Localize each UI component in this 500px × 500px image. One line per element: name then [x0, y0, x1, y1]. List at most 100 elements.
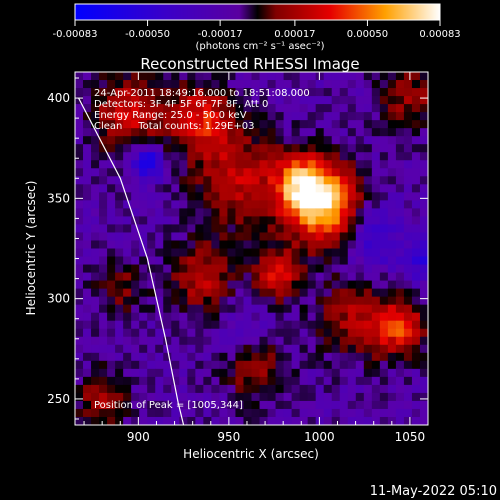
heatmap-cell [419, 152, 428, 161]
heatmap-cell [395, 120, 405, 129]
heatmap-cell [203, 136, 212, 145]
heatmap-cell [211, 384, 220, 394]
heatmap-cell [363, 408, 373, 418]
heatmap-cell [283, 240, 293, 249]
heatmap-cell [91, 272, 100, 281]
heatmap-cell [291, 304, 301, 314]
heatmap-cell [235, 184, 244, 193]
heatmap-cell [115, 264, 124, 273]
heatmap-cell [99, 104, 108, 113]
heatmap-cell [155, 288, 164, 298]
heatmap-cell [307, 376, 317, 386]
heatmap-cell [75, 240, 84, 249]
heatmap-cell [195, 120, 204, 129]
heatmap-cell [395, 280, 405, 290]
heatmap-cell [83, 304, 92, 314]
heatmap-cell [187, 216, 196, 225]
heatmap-cell [371, 280, 381, 290]
heatmap-cell [155, 368, 164, 378]
heatmap-cell [339, 160, 349, 169]
heatmap-cell [395, 184, 405, 193]
heatmap-cell [331, 368, 341, 378]
heatmap-cell [307, 296, 317, 306]
heatmap-cell [395, 384, 405, 394]
heatmap-cell [91, 216, 100, 225]
heatmap-cell [307, 136, 317, 145]
heatmap-cell [259, 304, 268, 314]
heatmap-cell [227, 72, 236, 81]
heatmap-cell [123, 88, 132, 97]
heatmap-cell [227, 104, 236, 113]
heatmap-cell [195, 320, 204, 330]
heatmap-cell [251, 328, 260, 338]
heatmap-cell [299, 128, 309, 137]
heatmap-cell [283, 168, 293, 177]
heatmap-cell [75, 120, 84, 129]
heatmap-cell [171, 304, 180, 314]
heatmap-cell [83, 176, 92, 185]
heatmap-cell [195, 128, 204, 137]
heatmap-cell [107, 360, 116, 370]
heatmap-cell [251, 144, 260, 153]
heatmap-cell [323, 224, 333, 233]
heatmap-cell [251, 96, 260, 105]
heatmap-cell [371, 320, 381, 330]
heatmap-cell [99, 232, 108, 241]
heatmap-cell [259, 408, 268, 418]
heatmap-cell [411, 208, 421, 217]
heatmap-cell [395, 248, 405, 257]
heatmap-cell [75, 408, 84, 418]
heatmap-cell [315, 144, 325, 153]
heatmap-cell [411, 256, 421, 265]
heatmap-cell [275, 400, 284, 410]
heatmap-cell [163, 176, 172, 185]
heatmap-cell [211, 408, 220, 418]
colorbar-tick-labels: -0.00083 -0.00050 -0.00017 0.00017 0.00050 0.… [53, 29, 461, 40]
heatmap-cell [267, 112, 276, 121]
axis-ticks [75, 72, 429, 425]
heatmap-cell [259, 184, 268, 193]
heatmap-cell [387, 72, 397, 81]
heatmap-cell [203, 416, 212, 425]
heatmap-cell [227, 376, 236, 386]
annotation-time: 24-Apr-2011 18:49:16.000 to 18:51:08.000 [94, 88, 310, 99]
heatmap-cell [107, 120, 116, 129]
heatmap-cell [307, 384, 317, 394]
heatmap-cell [339, 80, 349, 89]
heatmap-cell [347, 336, 357, 346]
heatmap-cell [299, 136, 309, 145]
heatmap-cell [339, 368, 349, 378]
heatmap-cell [315, 296, 325, 306]
heatmap-cell [227, 328, 236, 338]
heatmap-cell [291, 400, 301, 410]
heatmap-cell [107, 352, 116, 362]
heatmap-cell [195, 360, 204, 370]
heatmap-cell [323, 216, 333, 225]
heatmap-cell [251, 152, 260, 161]
x-tick-label: 950 [217, 430, 240, 444]
heatmap-cell [123, 368, 132, 378]
heatmap-cell [259, 216, 268, 225]
heatmap-cell [75, 272, 84, 281]
heatmap-cell [75, 88, 84, 97]
heatmap-cell [187, 240, 196, 249]
heatmap-cell [115, 392, 124, 402]
heatmap-cell [339, 344, 349, 354]
heatmap-cell [163, 112, 172, 121]
heatmap-cell [347, 256, 357, 265]
heatmap-cell [187, 408, 196, 418]
heatmap-cell [123, 344, 132, 354]
heatmap-cell [331, 232, 341, 241]
heatmap-cell [99, 384, 108, 394]
heatmap-cell [99, 88, 108, 97]
heatmap-cell [283, 208, 293, 217]
heatmap-cell [243, 184, 252, 193]
heatmap-cell [107, 80, 116, 89]
heatmap-cell [275, 280, 284, 290]
heatmap-cell [155, 360, 164, 370]
heatmap-cell [251, 120, 260, 129]
heatmap-cell [243, 120, 252, 129]
heatmap-cell [227, 224, 236, 233]
heatmap-cell [283, 192, 293, 201]
heatmap-cell [83, 96, 92, 105]
